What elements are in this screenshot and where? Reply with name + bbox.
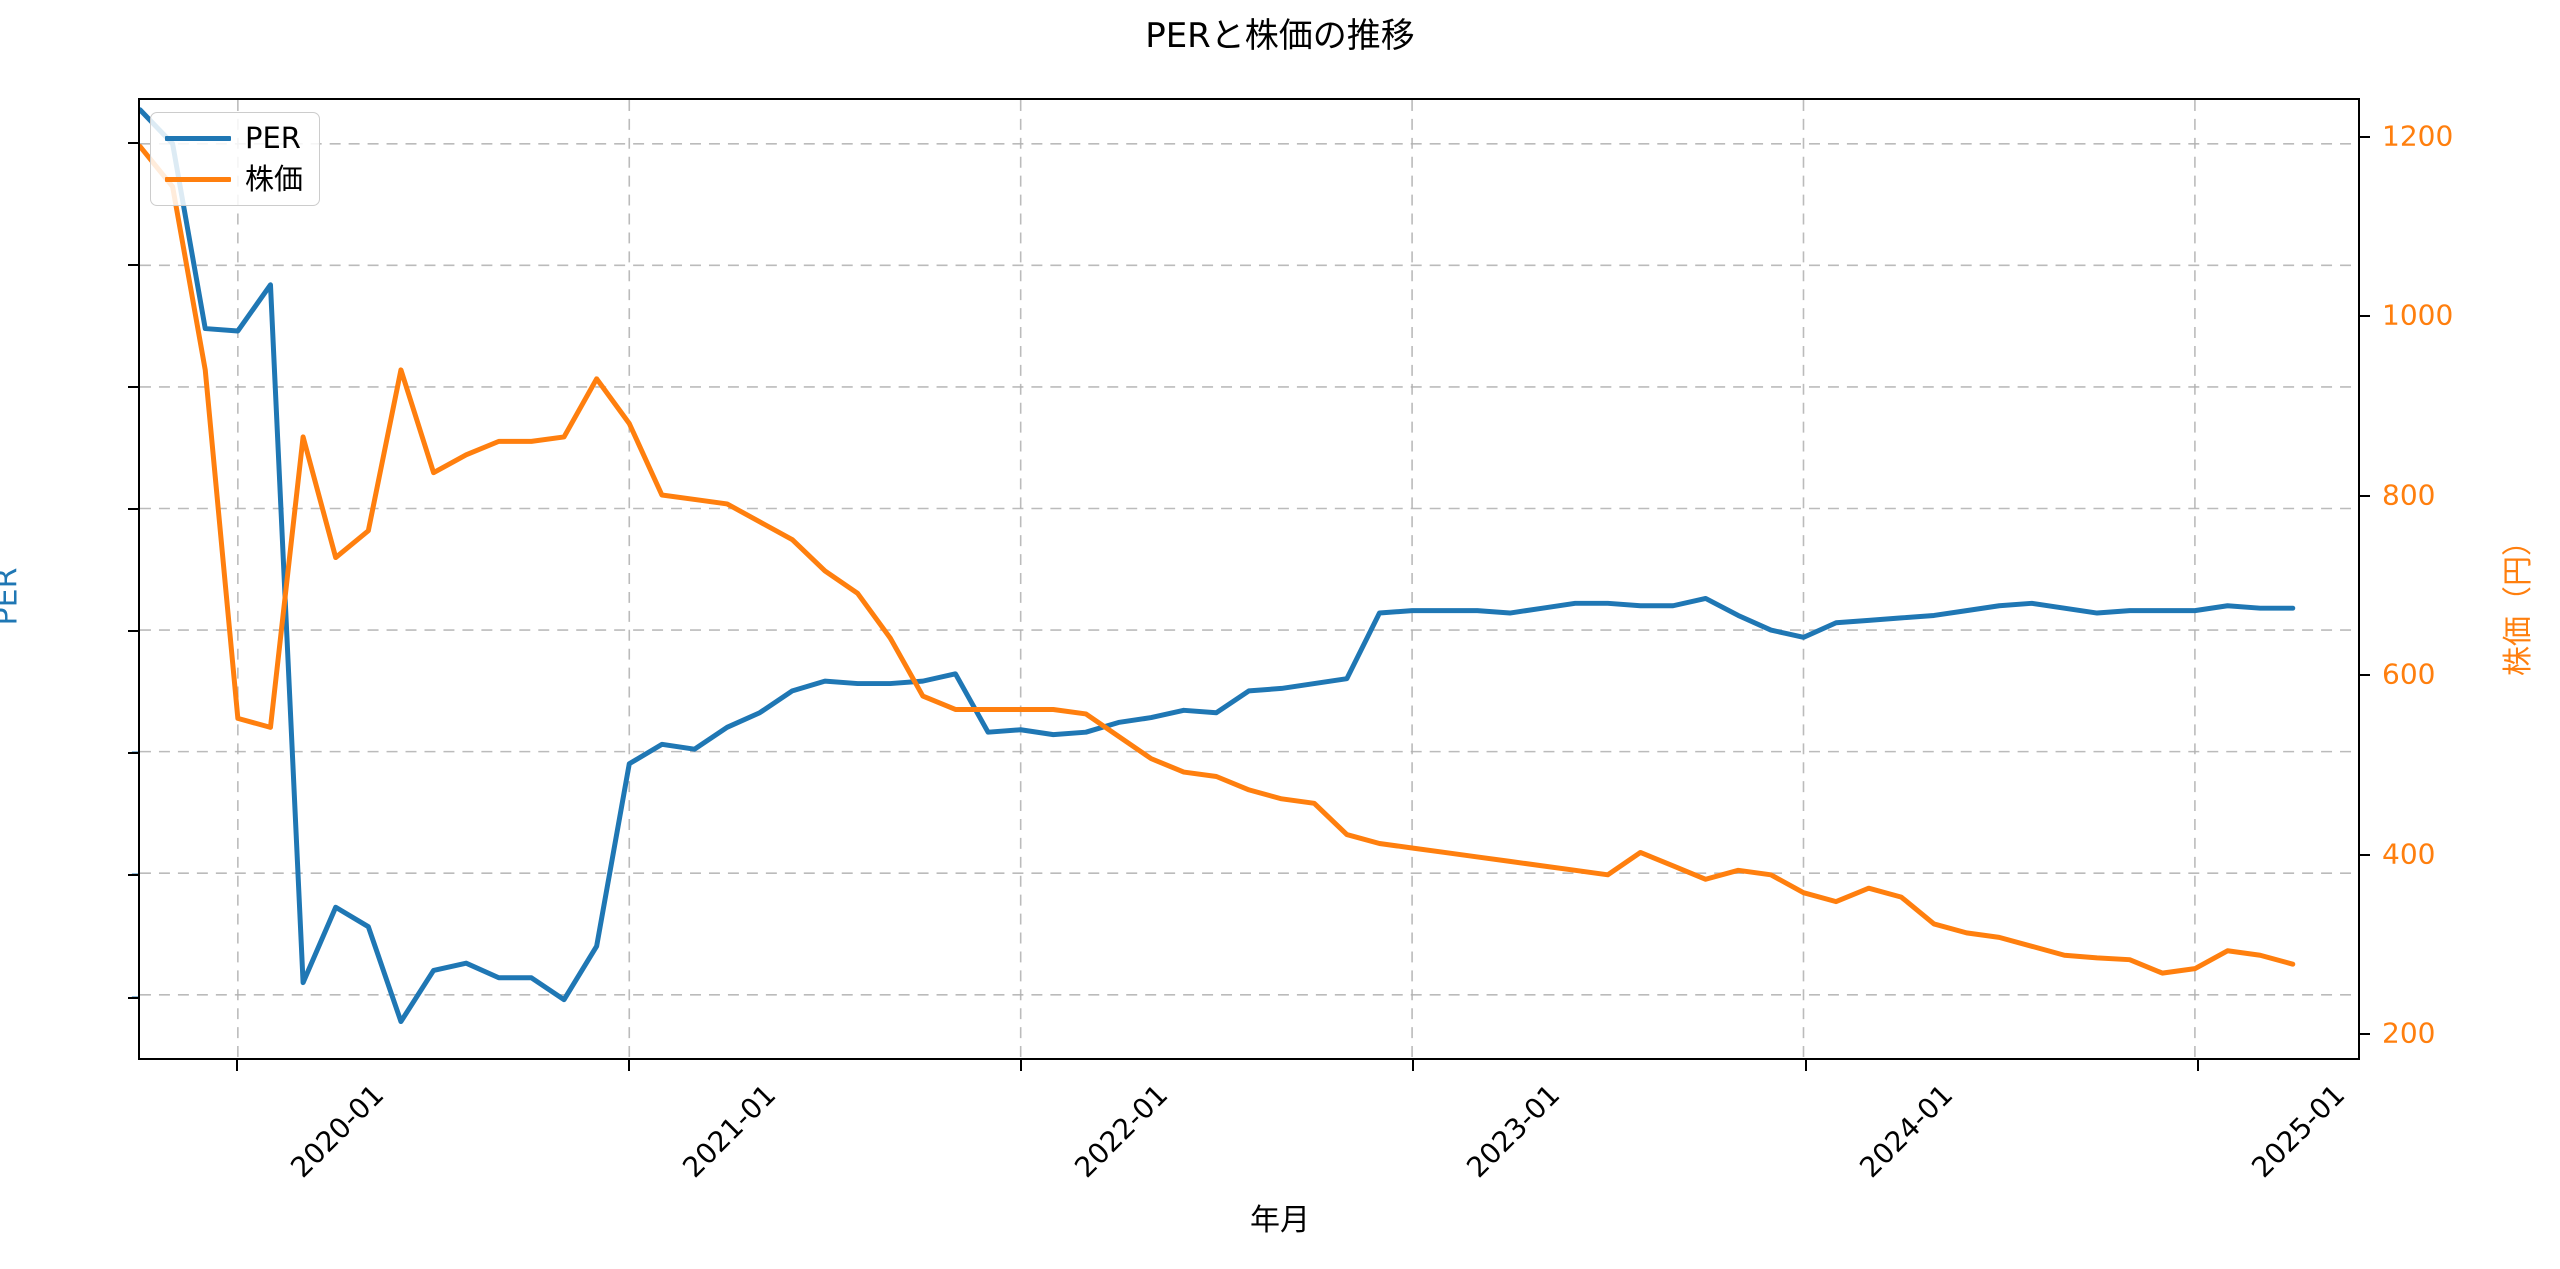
legend-swatch-kabuka xyxy=(165,177,231,182)
legend-label-kabuka: 株価 xyxy=(245,162,304,196)
plot-area xyxy=(138,98,2360,1060)
y-axis-right-tick-label: 800 xyxy=(2382,478,2436,512)
y-axis-left-tick-mark xyxy=(128,874,138,877)
x-axis-tick-mark xyxy=(1020,1060,1023,1071)
x-axis-tick-label: 2023-01 xyxy=(1460,1078,1567,1185)
y-axis-right-tick-mark xyxy=(2360,315,2370,318)
x-axis-tick-label: 2020-01 xyxy=(284,1078,391,1185)
legend-item-per[interactable]: PER xyxy=(165,124,303,153)
y-axis-left-tick-mark xyxy=(128,141,138,144)
y-axis-left-tick-mark xyxy=(128,386,138,389)
legend-item-kabuka[interactable]: 株価 xyxy=(165,165,303,194)
x-axis-tick-label: 2022-01 xyxy=(1068,1078,1175,1185)
data-series xyxy=(140,107,2296,1025)
x-axis-tick-mark xyxy=(1412,1060,1415,1071)
x-axis-label: 年月 xyxy=(1250,1203,1310,1238)
y-axis-right-tick-mark xyxy=(2360,1033,2370,1036)
y-axis-left-tick-mark xyxy=(128,508,138,511)
y-axis-right-tick-mark xyxy=(2360,494,2370,497)
grid-lines xyxy=(140,100,2358,1058)
legend-swatch-per xyxy=(165,136,231,141)
y-axis-left-tick-mark xyxy=(128,264,138,267)
y-axis-left-tick-mark xyxy=(128,752,138,755)
y-axis-right-tick-mark xyxy=(2360,135,2370,138)
y-axis-right-tick-label: 400 xyxy=(2382,837,2436,871)
legend-label-per: PER xyxy=(245,121,301,155)
x-axis-tick-mark xyxy=(628,1060,631,1071)
x-axis-tick-label: 2024-01 xyxy=(1852,1078,1959,1185)
y-axis-right-tick-label: 200 xyxy=(2382,1016,2436,1050)
y-axis-right-tick-mark xyxy=(2360,674,2370,677)
x-axis-tick-mark xyxy=(1804,1060,1807,1071)
x-axis-tick-label: 2025-01 xyxy=(2244,1078,2351,1185)
y-axis-right-tick-mark xyxy=(2360,853,2370,856)
y-axis-right-label: 株価（円） xyxy=(2501,526,2536,676)
y-axis-left-tick-mark xyxy=(128,630,138,633)
y-axis-right-tick-label: 600 xyxy=(2382,657,2436,691)
y-axis-right-tick-label: 1200 xyxy=(2382,119,2454,153)
x-axis-tick-label: 2021-01 xyxy=(676,1078,783,1185)
chart-legend[interactable]: PER 株価 xyxy=(150,112,321,206)
y-axis-left-tick-mark xyxy=(128,996,138,999)
chart-title: PERと株価の推移 xyxy=(1145,16,1415,56)
x-axis-tick-mark xyxy=(2196,1060,2199,1071)
y-axis-right-tick-label: 1000 xyxy=(2382,298,2454,332)
x-axis-tick-mark xyxy=(236,1060,239,1071)
